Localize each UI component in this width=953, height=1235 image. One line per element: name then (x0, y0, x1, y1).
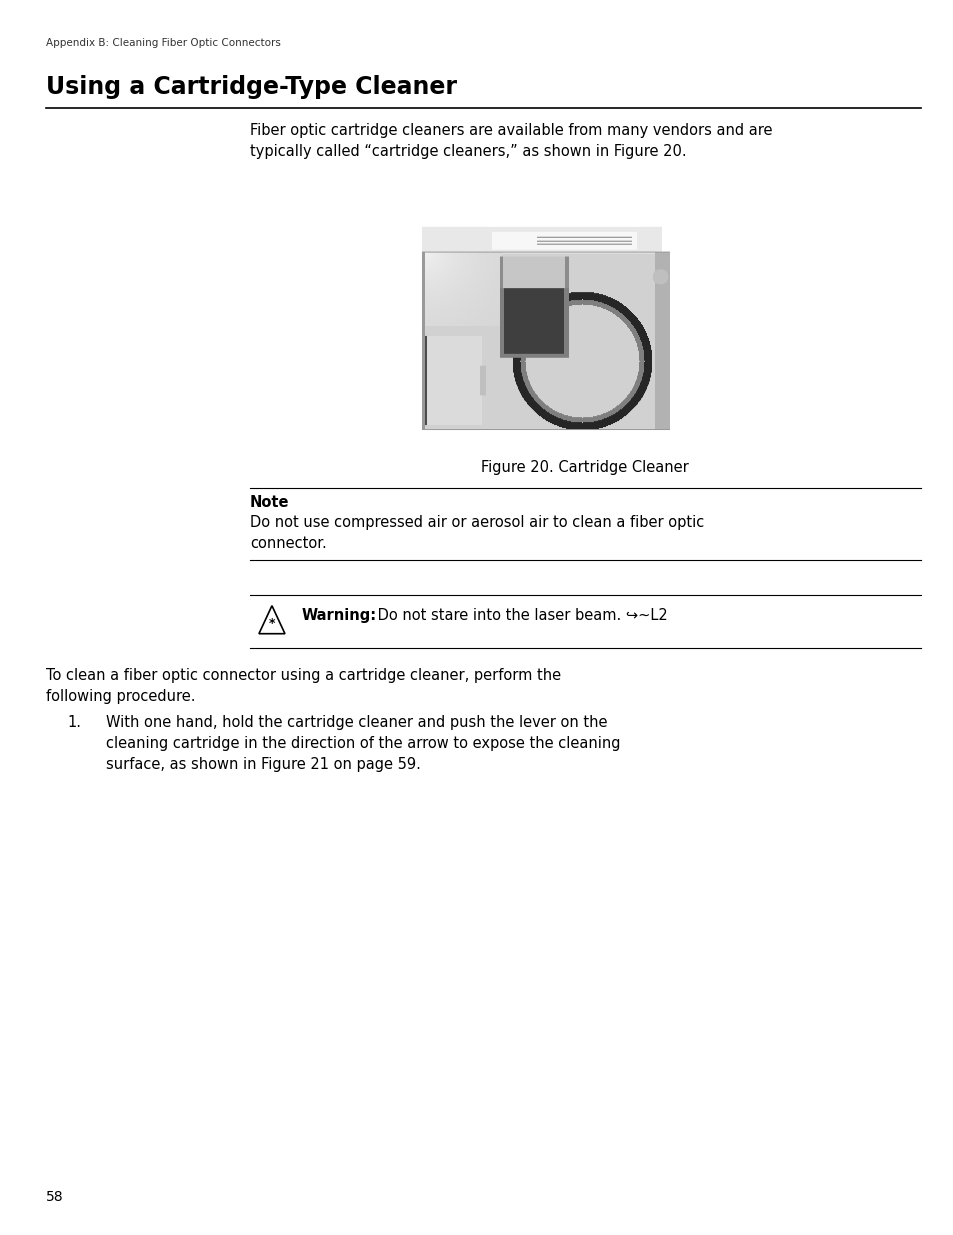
Text: *: * (269, 618, 274, 630)
Text: Using a Cartridge-Type Cleaner: Using a Cartridge-Type Cleaner (46, 75, 456, 99)
Text: To clean a fiber optic connector using a cartridge cleaner, perform the
followin: To clean a fiber optic connector using a… (46, 668, 560, 704)
Text: Appendix B: Cleaning Fiber Optic Connectors: Appendix B: Cleaning Fiber Optic Connect… (46, 38, 280, 48)
Text: 58: 58 (46, 1191, 63, 1204)
Text: Do not stare into the laser beam. ↪∼L2: Do not stare into the laser beam. ↪∼L2 (373, 608, 667, 622)
Text: Warning:: Warning: (302, 608, 376, 622)
Text: Figure 20. Cartridge Cleaner: Figure 20. Cartridge Cleaner (481, 459, 688, 475)
Polygon shape (258, 605, 285, 634)
Text: Do not use compressed air or aerosol air to clean a fiber optic
connector.: Do not use compressed air or aerosol air… (250, 515, 703, 551)
Text: Note: Note (250, 495, 289, 510)
Text: With one hand, hold the cartridge cleaner and push the lever on the
cleaning car: With one hand, hold the cartridge cleane… (106, 715, 619, 772)
Text: 1.: 1. (68, 715, 82, 730)
Text: Fiber optic cartridge cleaners are available from many vendors and are
typically: Fiber optic cartridge cleaners are avail… (250, 124, 772, 159)
